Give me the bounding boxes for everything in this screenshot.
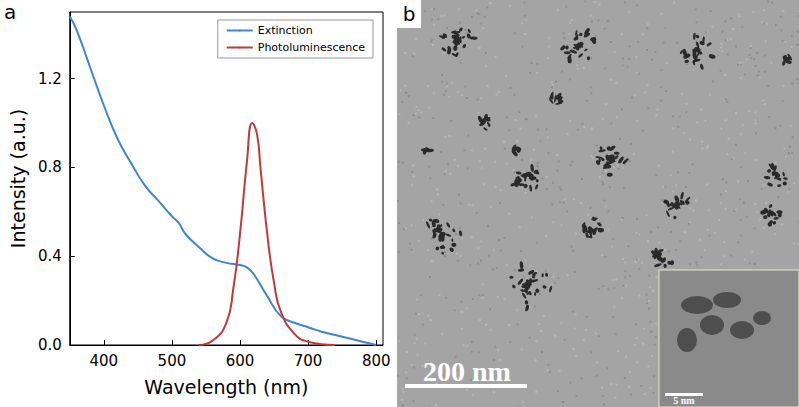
svg-text:800: 800 — [362, 352, 391, 370]
svg-text:500: 500 — [158, 352, 187, 370]
svg-text:Wavelength (nm): Wavelength (nm) — [144, 376, 308, 398]
svg-text:600: 600 — [226, 352, 255, 370]
svg-text:5 nm: 5 nm — [673, 395, 695, 406]
svg-text:0.8: 0.8 — [38, 158, 62, 176]
svg-text:Photoluminescence: Photoluminescence — [258, 41, 365, 54]
svg-text:Extinction: Extinction — [258, 24, 313, 37]
html-text:a: a — [4, 0, 17, 24]
svg-text:400: 400 — [89, 352, 118, 370]
svg-text:0.0: 0.0 — [38, 336, 62, 354]
svg-text:0.4: 0.4 — [38, 247, 62, 265]
svg-text:Intensity (a.u.): Intensity (a.u.) — [7, 109, 29, 248]
svg-text:1.2: 1.2 — [38, 70, 62, 88]
svg-text:200 nm: 200 nm — [423, 356, 511, 387]
svg-text:700: 700 — [294, 352, 323, 370]
svg-text:b: b — [403, 2, 416, 26]
